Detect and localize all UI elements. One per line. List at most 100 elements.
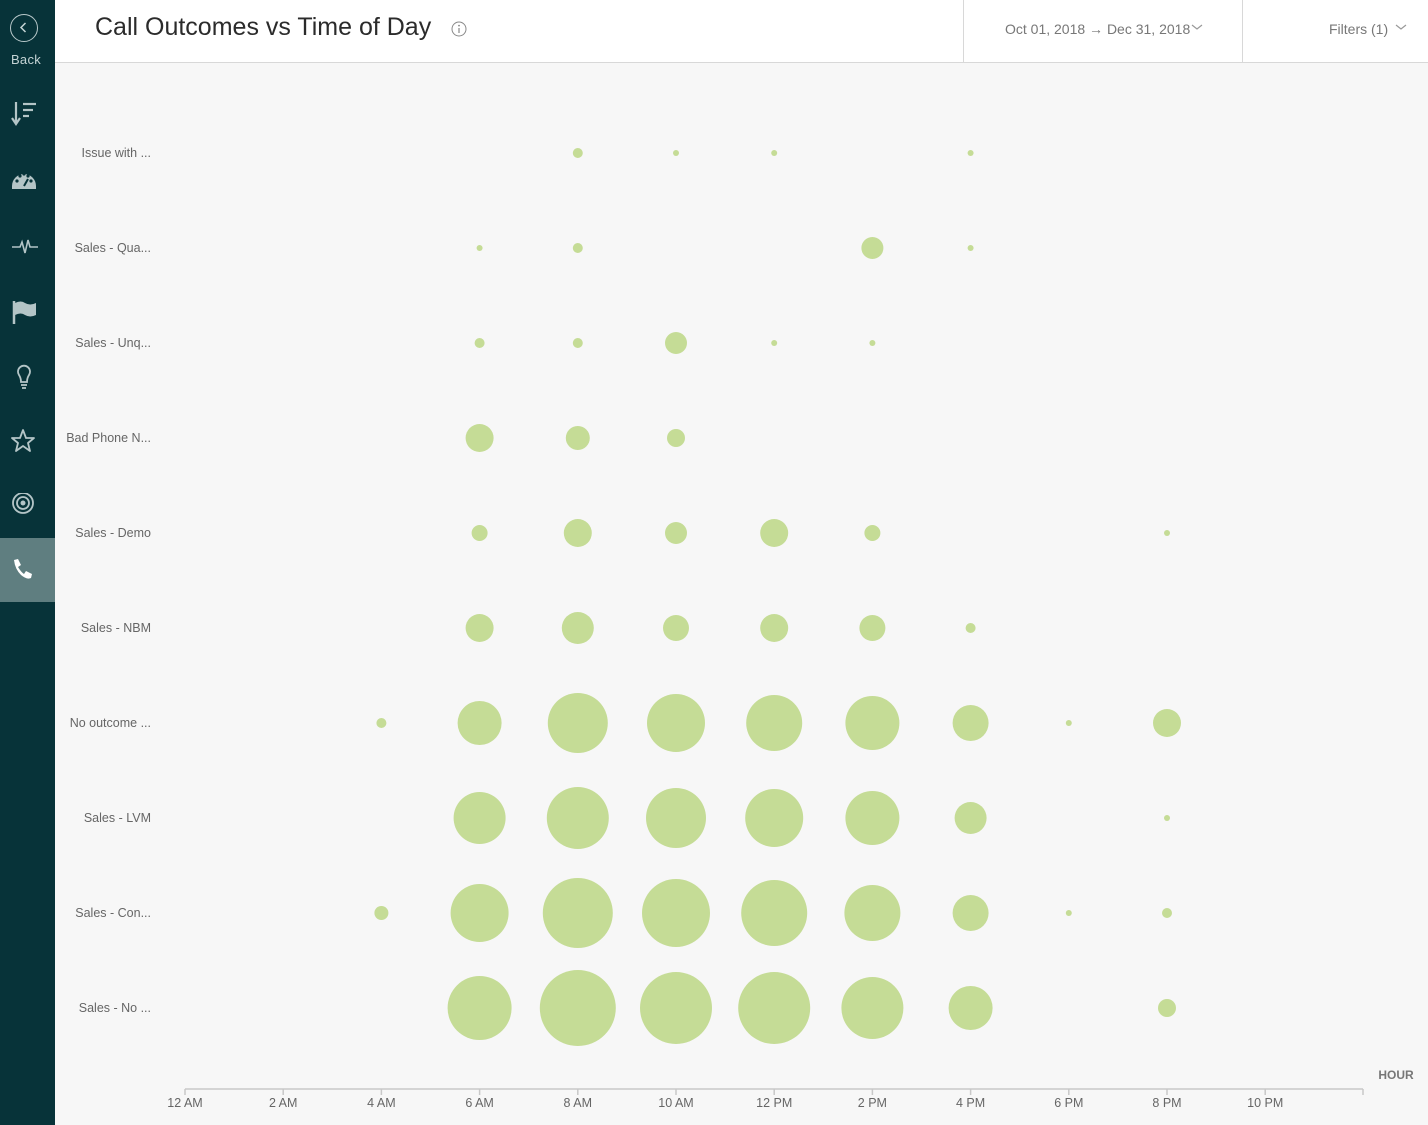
bubble-point[interactable] (457, 701, 502, 745)
bubble-point[interactable] (542, 878, 613, 948)
chevron-down-icon (1191, 24, 1203, 30)
bubble-point[interactable] (665, 332, 687, 354)
bubble-point[interactable] (1065, 720, 1072, 726)
bubble-point[interactable] (673, 150, 679, 156)
pulse-icon (12, 239, 38, 254)
x-tick-label: 12 AM (167, 1096, 202, 1110)
x-tick-label: 4 PM (956, 1096, 985, 1110)
bubble-point[interactable] (572, 148, 583, 158)
bubble-point[interactable] (965, 623, 976, 633)
bubble-point[interactable] (453, 792, 506, 844)
bubble-point[interactable] (771, 340, 778, 346)
x-tick-label: 6 AM (465, 1096, 494, 1110)
date-range-picker[interactable]: Oct 01, 2018 → Dec 31, 2018 (963, 0, 1243, 62)
x-tick-label: 10 PM (1247, 1096, 1283, 1110)
info-icon[interactable] (451, 21, 467, 37)
bubble-point[interactable] (646, 788, 706, 848)
phone-icon (14, 559, 32, 579)
sort-list-icon (11, 102, 36, 126)
bubble-point[interactable] (471, 525, 488, 541)
bubble-point[interactable] (738, 972, 811, 1044)
sidebar-item-targets[interactable] (0, 474, 55, 538)
star-icon (11, 429, 35, 452)
bubble-point[interactable] (376, 718, 387, 728)
bubble-point[interactable] (546, 787, 609, 849)
sidebar-item-goals[interactable] (0, 279, 55, 343)
bubble-point[interactable] (663, 615, 689, 641)
bubble-point[interactable] (745, 789, 804, 847)
bubble-point[interactable] (1158, 999, 1176, 1017)
bubble-point[interactable] (572, 243, 583, 253)
bubble-point[interactable] (647, 694, 705, 752)
sidebar-item-activity[interactable] (0, 213, 55, 277)
bubble-point[interactable] (476, 245, 483, 251)
flag-icon (12, 301, 36, 324)
bubble-point[interactable] (1153, 709, 1181, 737)
bubble-point[interactable] (760, 614, 789, 642)
bubble-point[interactable] (1164, 530, 1170, 536)
bubble-point[interactable] (640, 972, 712, 1044)
bubble-point[interactable] (859, 615, 886, 641)
sidebar-nav: Back (0, 0, 55, 1125)
bubble-point[interactable] (841, 977, 904, 1039)
sidebar-item-dashboard[interactable] (0, 146, 55, 210)
bubble-point[interactable] (954, 802, 987, 834)
bubble-point[interactable] (861, 237, 884, 259)
back-arrow-icon (10, 14, 38, 42)
date-range-text: Oct 01, 2018 → Dec 31, 2018 (1005, 21, 1191, 37)
bubble-point[interactable] (563, 519, 592, 547)
bubble-point[interactable] (746, 695, 803, 751)
bubble-point[interactable] (844, 885, 901, 941)
x-tick-label: 2 PM (858, 1096, 887, 1110)
bubble-point[interactable] (572, 338, 583, 348)
bubble-point[interactable] (967, 150, 974, 156)
bubble-point[interactable] (374, 906, 389, 920)
bubble-point[interactable] (642, 879, 710, 947)
bubble-point[interactable] (741, 880, 808, 946)
x-tick-label: 10 AM (658, 1096, 693, 1110)
y-tick-label: Sales - Demo (75, 526, 151, 540)
bubble-point[interactable] (1065, 910, 1072, 916)
sidebar-item-calls[interactable] (0, 538, 55, 602)
y-tick-label: Sales - Qua... (75, 241, 151, 255)
bubble-point[interactable] (864, 525, 881, 541)
bubble-point[interactable] (869, 340, 876, 346)
bubble-point[interactable] (465, 424, 494, 452)
back-label: Back (10, 52, 42, 67)
target-icon (12, 493, 34, 514)
gauge-icon (12, 172, 36, 189)
x-tick-label: 8 AM (564, 1096, 593, 1110)
bubble-point[interactable] (845, 696, 900, 750)
x-tick-label: 4 AM (367, 1096, 396, 1110)
bubble-point[interactable] (967, 245, 974, 251)
x-axis-title: HOUR (1378, 1068, 1414, 1082)
bubble-point[interactable] (760, 519, 789, 547)
filters-label: Filters (1) (1329, 21, 1389, 37)
bubble-point[interactable] (1162, 908, 1172, 918)
bubble-point[interactable] (665, 522, 687, 544)
bubble-point[interactable] (565, 426, 590, 450)
sidebar-item-sort[interactable] (0, 80, 55, 144)
bubble-point[interactable] (952, 895, 989, 931)
page-title: Call Outcomes vs Time of Day (95, 13, 432, 41)
bubble-point[interactable] (450, 884, 509, 942)
y-tick-label: Sales - Unq... (75, 336, 151, 350)
bubble-point[interactable] (1164, 815, 1170, 821)
bubble-point[interactable] (667, 429, 685, 447)
bubble-point[interactable] (845, 791, 900, 845)
bubble-point[interactable] (474, 338, 485, 348)
bubble-point[interactable] (948, 986, 993, 1030)
filters-dropdown[interactable]: Filters (1) (1242, 0, 1428, 62)
sidebar-item-insights[interactable] (0, 344, 55, 408)
bubble-point[interactable] (952, 705, 989, 741)
bubble-point[interactable] (465, 614, 494, 642)
bubble-point[interactable] (447, 976, 512, 1040)
bubble-point[interactable] (539, 970, 616, 1046)
sidebar-item-favorites[interactable] (0, 409, 55, 473)
bubble-point[interactable] (547, 693, 608, 753)
bubble-point[interactable] (561, 612, 594, 644)
y-tick-label: Issue with ... (82, 146, 151, 160)
bubble-point[interactable] (771, 150, 778, 156)
back-button[interactable]: Back (0, 0, 55, 80)
